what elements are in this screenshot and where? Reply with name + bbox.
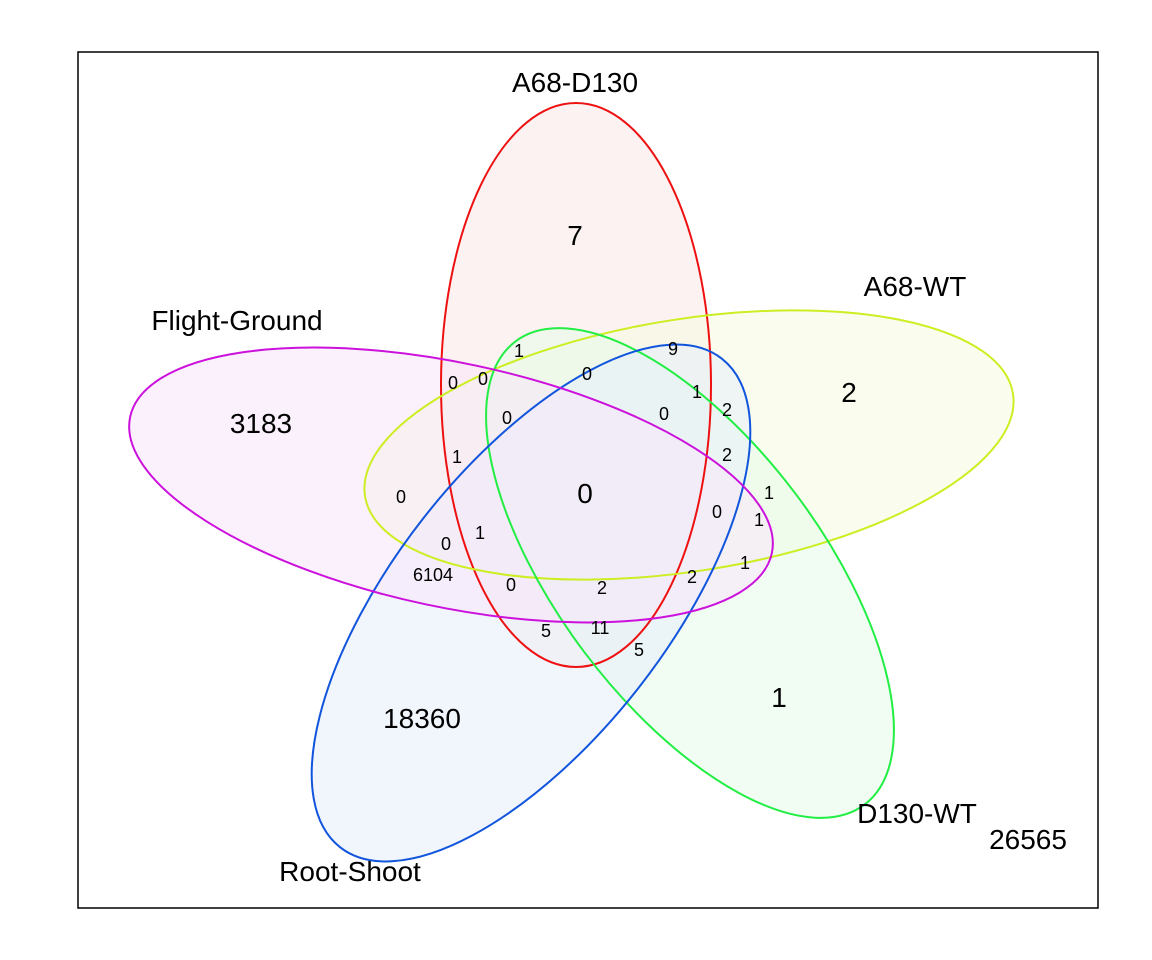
region-count: 1 (452, 447, 462, 467)
region-count: 1 (475, 523, 485, 543)
a68-wt-outline (363, 309, 1015, 581)
region-count: 2 (722, 400, 732, 420)
region-count: 3183 (230, 408, 292, 439)
region-count: 1 (764, 483, 774, 503)
region-count: 0 (506, 575, 516, 595)
region-count: 2 (597, 578, 607, 598)
flight-ground-outline (128, 346, 774, 624)
root-shoot-outline (310, 343, 752, 863)
region-counts: 7 2 1 18360 3183 0 1 9 0 0 0 1 2 0 0 1 2… (230, 220, 857, 734)
set-label-flight-ground: Flight-Ground (151, 305, 322, 336)
outside-count: 26565 (989, 824, 1067, 855)
region-count: 11 (591, 618, 610, 638)
region-count: 2 (841, 377, 857, 408)
region-count: 0 (582, 364, 592, 384)
region-count: 2 (687, 567, 697, 587)
region-count: 0 (441, 534, 451, 554)
region-count: 2 (722, 445, 732, 465)
set-label-a68-wt: A68-WT (864, 271, 967, 302)
region-count: 9 (668, 339, 678, 359)
region-count: 1 (771, 682, 787, 713)
set-outlines (128, 102, 1015, 863)
region-count: 5 (634, 640, 644, 660)
region-count: 7 (567, 220, 583, 251)
region-count: 1 (740, 553, 750, 573)
d130-wt-outline (485, 327, 895, 819)
region-count: 1 (692, 382, 702, 402)
region-count: 6104 (413, 565, 453, 585)
region-count: 0 (502, 408, 512, 428)
set-label-a68-d130: A68-D130 (512, 67, 638, 98)
region-count: 0 (396, 487, 406, 507)
region-count: 0 (659, 404, 669, 424)
region-count: 0 (577, 478, 593, 509)
region-count: 0 (478, 369, 488, 389)
region-count: 0 (448, 373, 458, 393)
region-count: 18360 (383, 703, 461, 734)
region-count: 5 (541, 621, 551, 641)
region-count: 1 (754, 510, 764, 530)
region-count: 1 (514, 341, 524, 361)
region-count: 0 (712, 502, 722, 522)
set-label-d130-wt: D130-WT (857, 798, 977, 829)
a68-d130-outline (440, 102, 712, 668)
set-label-root-shoot: Root-Shoot (279, 856, 421, 887)
